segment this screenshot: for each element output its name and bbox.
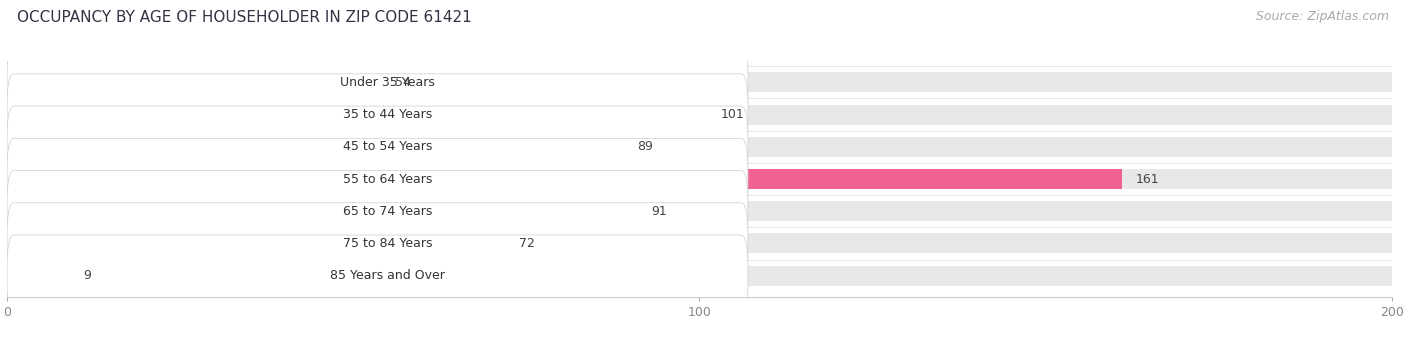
Bar — [7, 137, 623, 157]
Text: Under 35 Years: Under 35 Years — [340, 76, 436, 89]
FancyBboxPatch shape — [7, 106, 748, 188]
Text: 85 Years and Over: 85 Years and Over — [330, 269, 446, 282]
Text: 91: 91 — [651, 205, 666, 218]
Text: 101: 101 — [720, 108, 744, 121]
Text: Source: ZipAtlas.com: Source: ZipAtlas.com — [1256, 10, 1389, 23]
Bar — [7, 169, 1122, 189]
FancyBboxPatch shape — [7, 138, 748, 220]
Bar — [7, 234, 1392, 253]
Text: 9: 9 — [83, 269, 91, 282]
Text: 35 to 44 Years: 35 to 44 Years — [343, 108, 433, 121]
Text: OCCUPANCY BY AGE OF HOUSEHOLDER IN ZIP CODE 61421: OCCUPANCY BY AGE OF HOUSEHOLDER IN ZIP C… — [17, 10, 471, 25]
Text: 89: 89 — [637, 140, 652, 153]
Text: 45 to 54 Years: 45 to 54 Years — [343, 140, 433, 153]
Bar — [7, 72, 381, 92]
Text: 161: 161 — [1136, 173, 1160, 186]
FancyBboxPatch shape — [7, 235, 748, 316]
Bar — [7, 201, 637, 221]
Text: 72: 72 — [519, 237, 536, 250]
Text: 65 to 74 Years: 65 to 74 Years — [343, 205, 433, 218]
Text: 55 to 64 Years: 55 to 64 Years — [343, 173, 433, 186]
Text: 75 to 84 Years: 75 to 84 Years — [343, 237, 433, 250]
Bar — [7, 234, 506, 253]
FancyBboxPatch shape — [7, 74, 748, 155]
Bar — [7, 72, 1392, 92]
FancyBboxPatch shape — [7, 42, 748, 123]
Text: 54: 54 — [395, 76, 411, 89]
Bar — [7, 137, 1392, 157]
Bar — [7, 201, 1392, 221]
FancyBboxPatch shape — [7, 203, 748, 284]
Bar — [7, 266, 1392, 286]
Bar — [7, 105, 706, 124]
Bar — [7, 169, 1392, 189]
Bar — [7, 105, 1392, 124]
Bar — [7, 266, 69, 286]
FancyBboxPatch shape — [7, 170, 748, 252]
